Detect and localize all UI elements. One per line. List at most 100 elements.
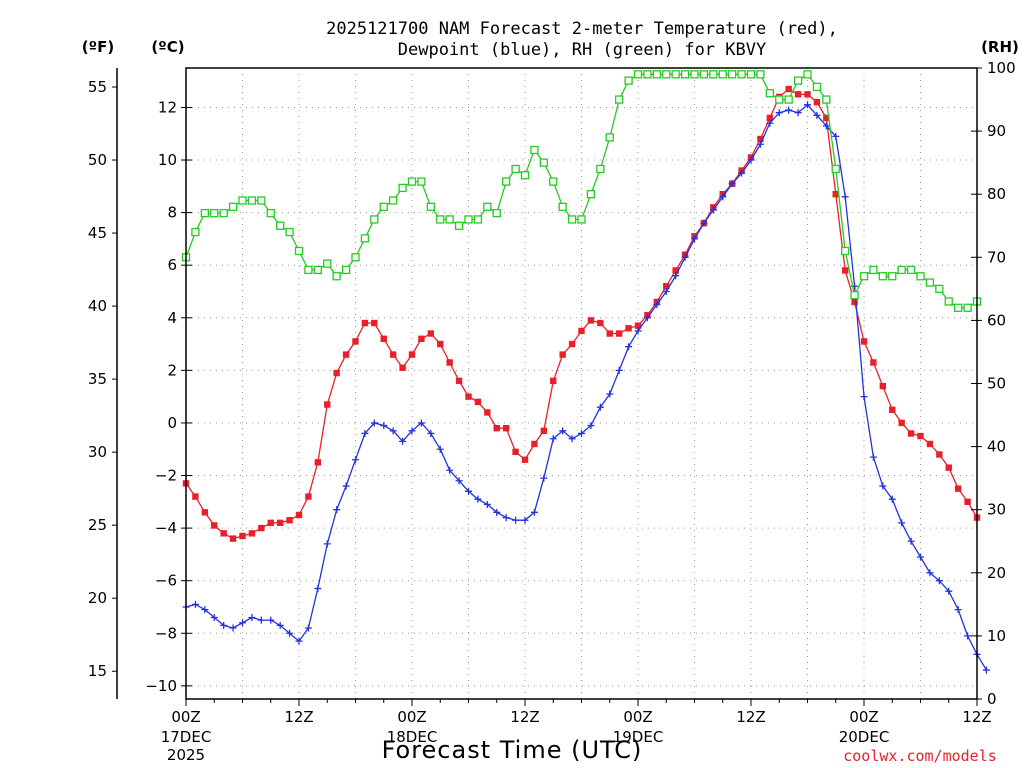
rh-point	[210, 208, 219, 218]
rh-tick-label: 100	[987, 59, 1016, 77]
rh-point	[323, 259, 332, 268]
temperature-point	[936, 451, 943, 458]
fahrenheit-tick-label: 20	[88, 589, 107, 607]
temperature-point	[879, 382, 887, 390]
temperature-point	[474, 398, 482, 406]
temperature-point	[342, 351, 350, 358]
rh-point	[530, 145, 539, 155]
rh-point	[690, 70, 699, 79]
dewpoint-point	[766, 119, 774, 127]
temperature-point	[870, 359, 877, 366]
celsius-tick-label: −6	[155, 572, 177, 590]
dewpoint-point	[295, 637, 303, 645]
temperature-point	[851, 298, 858, 306]
rh-point	[916, 272, 925, 281]
rh-point	[389, 196, 398, 205]
rh-point	[878, 272, 887, 281]
rh-point	[567, 215, 577, 224]
dewpoint-point	[191, 600, 199, 608]
temperature-point	[917, 432, 924, 440]
temperature-point	[550, 377, 557, 385]
dewpoint-point	[521, 516, 529, 524]
rh-point	[643, 70, 652, 79]
dewpoint-point	[775, 109, 783, 117]
date-tick-label: 17DEC	[161, 728, 212, 746]
time-tick-label: 00Z	[171, 708, 200, 726]
rh-point	[502, 177, 511, 186]
temperature-point	[945, 464, 952, 471]
rh-point	[577, 215, 586, 224]
rh-point	[266, 208, 275, 218]
rh-tick-label: 80	[987, 185, 1006, 203]
rh-point	[294, 246, 304, 256]
rh-point	[304, 265, 313, 275]
temperature-point	[794, 91, 802, 98]
rh-point	[624, 76, 633, 85]
temperature-point	[371, 319, 378, 327]
rh-point	[793, 76, 803, 85]
rh-point	[360, 234, 370, 243]
dewpoint-point	[380, 422, 388, 430]
rh-point	[228, 202, 238, 211]
rh-point	[511, 164, 520, 174]
rh-point	[765, 89, 774, 98]
rh-point	[483, 202, 492, 211]
temperature-point	[531, 440, 538, 448]
dewpoint-point	[436, 445, 444, 453]
temperature-point	[672, 267, 679, 274]
dewpoint-point	[427, 429, 435, 437]
chart-subtitle: Dewpoint (blue), RH (green) for KBVY	[398, 40, 766, 60]
rh-point	[370, 215, 379, 224]
temperature-point	[361, 319, 369, 327]
rh-point	[699, 70, 709, 79]
temperature-point	[587, 317, 595, 324]
temperature-point	[295, 511, 303, 519]
dewpoint-point	[333, 506, 341, 514]
rh-point	[586, 190, 596, 199]
temperature-point	[286, 517, 293, 524]
rh-point	[407, 177, 417, 186]
rh-point	[191, 227, 200, 237]
rh-point	[285, 227, 294, 237]
celsius-unit-label: (ºC)	[151, 38, 184, 56]
rh-tick-label: 0	[987, 690, 997, 708]
dewpoint-point	[455, 477, 463, 485]
temperature-point	[399, 364, 406, 371]
year-tick-label: 2025	[167, 746, 205, 764]
rh-point	[709, 70, 718, 79]
date-tick-label: 20DEC	[839, 728, 890, 746]
temperature-point	[192, 493, 199, 500]
dewpoint-point	[417, 419, 425, 427]
dewpoint-point	[220, 621, 228, 629]
rh-point	[464, 215, 473, 224]
rh-tick-label: 50	[987, 375, 1006, 393]
rh-point	[341, 265, 351, 275]
temperature-point	[267, 519, 274, 527]
dewpoint-point	[352, 456, 359, 464]
axes: −10−8−6−4−202468101215202530354045505501…	[88, 59, 1016, 764]
rh-point	[652, 70, 661, 79]
rh-point	[200, 208, 209, 218]
series-temperature	[182, 85, 981, 542]
dewpoint-point	[738, 169, 746, 177]
rh-point	[963, 303, 972, 312]
series-rh	[181, 70, 982, 312]
dewpoint-point	[615, 366, 623, 374]
temperature-point	[889, 406, 896, 413]
temperature-point	[502, 424, 510, 432]
temperature-point	[954, 485, 962, 492]
plot-frame	[185, 67, 978, 700]
temperature-point	[860, 338, 868, 345]
dewpoint-point	[945, 587, 953, 595]
temperature-point	[606, 330, 613, 337]
fahrenheit-tick-label: 55	[88, 78, 107, 96]
rh-tick-label: 40	[987, 438, 1006, 456]
rh-point	[954, 303, 963, 312]
temperature-point	[408, 351, 416, 358]
rh-point	[219, 208, 228, 218]
dewpoint-point	[389, 427, 397, 435]
temperature-point	[926, 440, 934, 448]
credit-label: coolwx.com/models	[843, 747, 997, 765]
dewpoint-point	[860, 393, 868, 401]
rh-point	[944, 297, 953, 306]
